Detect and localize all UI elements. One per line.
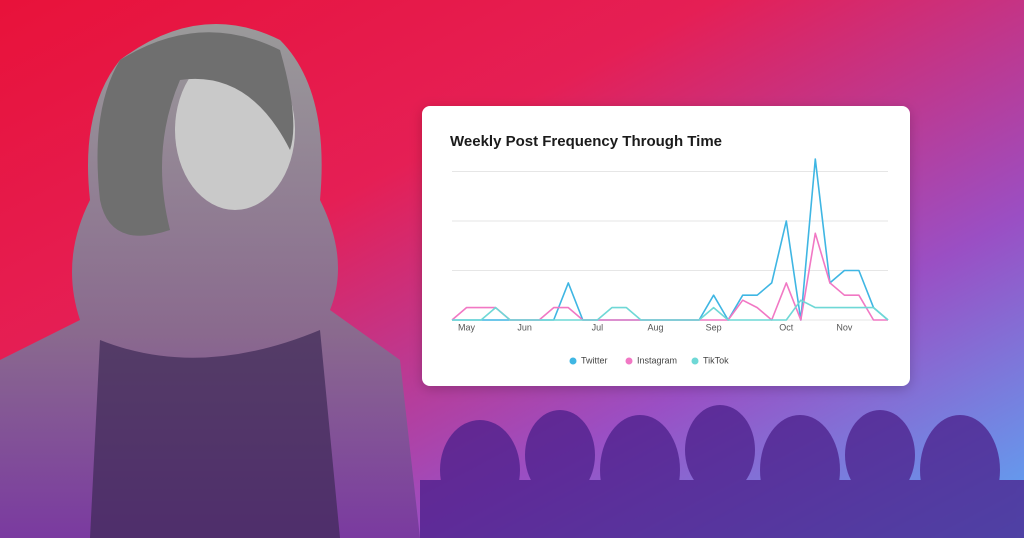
crowd — [420, 405, 1024, 538]
legend-label: TikTok — [703, 355, 729, 365]
x-tick-label: Jun — [517, 322, 532, 332]
legend-label: Twitter — [581, 355, 608, 365]
legend-swatch — [691, 357, 699, 365]
plot: May Jun Jul Aug Sep Oct Nov Twitter Instagram Tik… — [451, 158, 889, 365]
chart-title: Weekly Post Frequency Through Time — [450, 133, 722, 150]
portrait — [0, 24, 420, 538]
x-tick-label: Jul — [592, 322, 604, 332]
legend-swatch — [569, 357, 577, 365]
x-tick-label: Sep — [706, 322, 722, 332]
x-tick-label: May — [458, 322, 476, 332]
legend-label: Instagram — [637, 355, 677, 365]
series-line — [452, 299, 889, 321]
x-tick-label: Aug — [647, 322, 663, 332]
x-tick-label: Nov — [836, 322, 853, 332]
legend-swatch — [625, 357, 633, 365]
x-tick-label: Oct — [779, 322, 794, 332]
